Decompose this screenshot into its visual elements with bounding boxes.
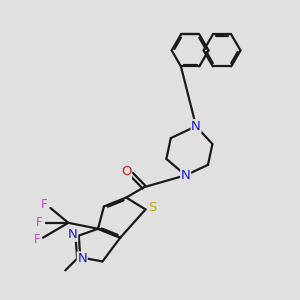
Text: F: F bbox=[36, 216, 43, 229]
Text: N: N bbox=[77, 252, 87, 265]
Text: F: F bbox=[34, 233, 41, 246]
Text: N: N bbox=[181, 169, 190, 182]
Text: F: F bbox=[40, 199, 47, 212]
Text: O: O bbox=[121, 166, 131, 178]
Text: N: N bbox=[191, 120, 201, 133]
Text: S: S bbox=[148, 202, 156, 214]
Text: N: N bbox=[68, 228, 78, 241]
